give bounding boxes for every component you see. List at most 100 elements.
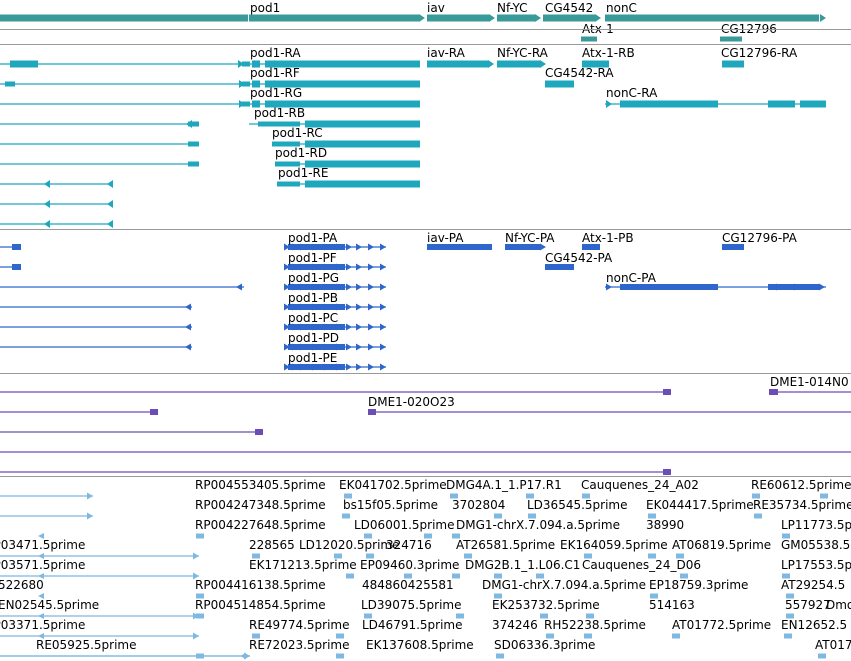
est-label[interactable]: LP11773.5pr (781, 518, 851, 532)
exon-block (242, 81, 250, 87)
est-label[interactable]: RE35734.5prime (753, 498, 851, 512)
protein-label[interactable]: CG12796-PA (722, 231, 797, 245)
transcript-label[interactable]: nonC-RA (606, 86, 658, 100)
est-label[interactable]: DMG1-chrX.7.094.a.5prime (482, 578, 646, 592)
est-label[interactable]: IP03371.5prime (0, 618, 86, 632)
est-label[interactable]: 228565 (249, 538, 295, 552)
protein-label[interactable]: nonC-PA (606, 271, 656, 285)
transcript-label[interactable]: CG4542-RA (545, 66, 614, 80)
est-label[interactable]: EK171213.5prime (249, 558, 357, 572)
transcript-label[interactable]: pod1-RB (254, 106, 306, 120)
est-label[interactable]: RE72023.5prime (249, 638, 350, 652)
est-label[interactable]: 557927 (785, 598, 831, 612)
arrow-right-icon (274, 80, 280, 88)
est-label[interactable]: AT06819.5prime (672, 538, 772, 552)
est-label[interactable]: EK044417.5prime (646, 498, 754, 512)
arrow-left-icon (107, 180, 113, 188)
est-label[interactable]: IP03471.5prime (0, 538, 86, 552)
arrow-left-icon (38, 593, 44, 599)
protein-label[interactable]: iav-PA (427, 231, 464, 245)
est-label[interactable]: GM05538.5 (781, 538, 851, 552)
exon-block (258, 121, 300, 127)
arrow-right-icon (284, 283, 290, 291)
est-label[interactable]: RE49774.5prime (249, 618, 350, 632)
est-label[interactable]: Dmo (826, 598, 851, 612)
est-label[interactable]: 484860425581 (362, 578, 454, 592)
est-label[interactable]: 374246 (492, 618, 538, 632)
est-label[interactable]: LD12020.5prime (299, 538, 400, 552)
est-label[interactable]: 522680 (0, 578, 44, 592)
transcript-label[interactable]: pod1-RC (272, 126, 323, 140)
est-label[interactable]: EP18759.3prime (649, 578, 749, 592)
est-label[interactable]: AT26581.5prime (456, 538, 556, 552)
est-label[interactable]: AT017 (815, 638, 851, 652)
gene-label[interactable]: Nf-YC (497, 1, 528, 15)
est-label[interactable]: DMG1-chrX.7.094.a.5prime (456, 518, 620, 532)
protein-label[interactable]: pod1-PB (288, 291, 339, 305)
transcript-label[interactable]: CG12796-RA (721, 46, 798, 60)
est-label[interactable]: RE05925.5prime (36, 638, 137, 652)
match-label[interactable]: DME1-014N0 (770, 375, 849, 389)
arrow-right-icon (819, 283, 825, 291)
est-label[interactable]: SD06336.3prime (494, 638, 596, 652)
protein-label[interactable]: Atx-1-PB (582, 231, 634, 245)
est-label[interactable]: 514163 (649, 598, 695, 612)
est-label[interactable]: LD46791.5prime (362, 618, 463, 632)
est-label[interactable]: EK137608.5prime (366, 638, 474, 652)
est-label[interactable]: EP09460.3prime (360, 558, 460, 572)
est-label[interactable]: EK164059.5prime (560, 538, 668, 552)
gene-label[interactable]: iav (427, 1, 445, 15)
est-nub (648, 553, 656, 559)
est-label[interactable]: bs15f05.5prime (343, 498, 439, 512)
est-label[interactable]: 3702804 (452, 498, 506, 512)
est-label[interactable]: LD36545.5prime (527, 498, 628, 512)
est-label[interactable]: RE60612.5prime (751, 478, 851, 492)
protein-label[interactable]: pod1-PE (288, 351, 338, 365)
est-label[interactable]: LD06001.5prime (354, 518, 455, 532)
transcript-label[interactable]: iav-RA (427, 46, 465, 60)
transcript-label[interactable]: pod1-RE (278, 166, 329, 180)
est-label[interactable]: 324716 (386, 538, 432, 552)
protein-label[interactable]: pod1-PF (288, 251, 337, 265)
protein-label[interactable]: pod1-PD (288, 331, 340, 345)
est-label[interactable]: RH52238.5prime (544, 618, 646, 632)
protein-label[interactable]: CG4542-PA (545, 251, 613, 265)
est-label[interactable]: RP004553405.5prime (195, 478, 326, 492)
transcript-label[interactable]: pod1-RF (250, 66, 300, 80)
est-label[interactable]: EN02545.5prime (0, 598, 100, 612)
est-label[interactable]: Cauquenes_24_D06 (582, 558, 701, 572)
est-label[interactable]: RP004247348.5prime (195, 498, 326, 512)
est-label[interactable]: DMG2B.1_1.L06.C1 (465, 558, 581, 572)
est-label[interactable]: LD39075.5prime (361, 598, 462, 612)
protein-label[interactable]: Nf-YC-PA (505, 231, 555, 245)
est-label[interactable]: EK041702.5prime (339, 478, 447, 492)
est-label[interactable]: EK253732.5prime (492, 598, 600, 612)
est-label[interactable]: RP004514854.5prime (195, 598, 326, 612)
gene-label[interactable]: pod1 (250, 1, 281, 15)
protein-label[interactable]: pod1-PG (288, 271, 340, 285)
est-label[interactable]: DMG4A.1_1.P17.R1 (446, 478, 562, 492)
transcript-label[interactable]: pod1-RG (250, 86, 303, 100)
est-label[interactable]: AT29254.5 (781, 578, 846, 592)
arrow-right-icon (312, 363, 318, 371)
est-label[interactable]: AT01772.5prime (672, 618, 772, 632)
transcript-label[interactable]: Nf-YC-RA (497, 46, 548, 60)
est-label[interactable]: RP004416138.5prime (195, 578, 326, 592)
est-label[interactable]: IP03571.5prime (0, 558, 86, 572)
est-label[interactable]: RP004227648.5prime (195, 518, 326, 532)
est-label[interactable]: EN12652.5 (781, 618, 848, 632)
exon-block (252, 100, 260, 108)
est-label[interactable]: LP17553.5p (781, 558, 851, 572)
transcript-label[interactable]: pod1-RD (275, 146, 328, 160)
protein-label[interactable]: pod1-PC (288, 311, 339, 325)
arrow-right-icon (324, 243, 330, 251)
est-label[interactable]: 38990 (646, 518, 685, 532)
est-label[interactable]: Cauquenes_24_A02 (581, 478, 699, 492)
transcript-label[interactable]: pod1-RA (250, 46, 301, 60)
transcript-label[interactable]: Atx-1-RB (582, 46, 635, 60)
gene-label[interactable]: CG4542 (545, 1, 594, 15)
protein-label[interactable]: pod1-PA (288, 231, 338, 245)
protein-block (545, 264, 574, 270)
match-label[interactable]: DME1-020O23 (368, 395, 455, 409)
gene-label[interactable]: nonC (606, 1, 637, 15)
